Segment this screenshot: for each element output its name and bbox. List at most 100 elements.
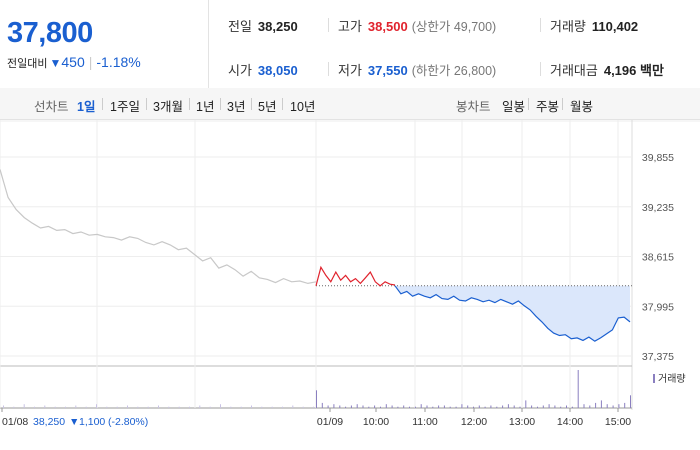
volume-bar [34, 406, 35, 408]
volume-bar [571, 406, 573, 408]
volume-bar [548, 404, 550, 408]
volume-bar [537, 406, 538, 408]
volume-bar [414, 406, 416, 408]
x-tick-label: 12:00 [461, 416, 487, 428]
y-tick-label: 37,995 [642, 301, 674, 313]
change-label: 전일대비 [7, 58, 48, 70]
volume-bar [147, 406, 149, 408]
volume-bar [316, 390, 317, 408]
divider [540, 62, 541, 76]
trade-value: 4,196 백만 [603, 63, 664, 78]
current-price-box: 37,800 전일대비 ▼450 | -1.18% [0, 0, 209, 88]
tab-divider [562, 98, 563, 110]
divider [328, 62, 329, 76]
line-chart-label: 선차트 [34, 100, 69, 114]
summary-rate: (-2.80%) [108, 416, 148, 428]
candle-daily-tab[interactable]: 일봉 [502, 100, 526, 114]
volume-bar [409, 406, 410, 408]
volume-bar [333, 404, 335, 408]
volume-bar [189, 406, 190, 408]
volume-bar [199, 405, 201, 408]
volume-bar [127, 405, 128, 408]
volume-bar [478, 405, 480, 408]
period-3m-tab[interactable]: 3개월 [153, 100, 183, 114]
volume-bar [350, 405, 352, 408]
x-tick-label: 14:00 [557, 416, 583, 428]
x-tick-label: 15:00 [605, 416, 631, 428]
volume-bar [438, 405, 440, 408]
tab-divider [220, 98, 221, 110]
volume-bar [502, 405, 504, 408]
volume-label: 거래량 [550, 19, 586, 34]
summary-change: 1,100 [79, 416, 105, 428]
x-tick-label: 11:00 [412, 416, 438, 428]
volume-bar [3, 405, 4, 408]
volume-bar [168, 406, 170, 408]
x-tick-label: 13:00 [509, 416, 535, 428]
volume-bar [385, 404, 387, 408]
volume-bar [513, 405, 515, 408]
x-tick-label: 01/09 [317, 416, 343, 428]
volume-bar [116, 406, 118, 408]
candle-chart-label: 봉차트 [456, 100, 491, 114]
volume-bar [339, 405, 341, 408]
prev-close-label: 전일 [228, 19, 252, 34]
volume-bar [443, 405, 445, 408]
volume-bar [178, 406, 180, 408]
volume-bar [75, 405, 77, 408]
volume-bar [473, 406, 474, 408]
period-3y-tab[interactable]: 3년 [227, 100, 246, 114]
period-5y-tab[interactable]: 5년 [258, 100, 277, 114]
change-amount: 450 [61, 54, 85, 70]
volume-cell: 거래량 110,402 [550, 16, 638, 35]
volume-bar [525, 400, 527, 408]
y-tick-label: 37,375 [642, 351, 674, 363]
tab-divider [528, 98, 529, 110]
period-1d-tab[interactable]: 1일 [77, 100, 96, 114]
volume-bar [461, 404, 463, 408]
high-cell: 고가 38,500 (상한가 49,700) [338, 16, 496, 35]
volume-legend: 거래량 [653, 373, 686, 385]
today-down-price-line [394, 285, 631, 342]
volume-bar [220, 404, 221, 408]
volume-bar [426, 405, 428, 408]
open-label: 시가 [228, 63, 252, 78]
tab-divider [282, 98, 283, 110]
volume-bar [566, 405, 567, 408]
volume-bar [380, 406, 381, 408]
volume-bar [345, 406, 347, 408]
volume-bar [490, 405, 492, 408]
volume-bar [251, 405, 252, 408]
volume-bar [630, 395, 631, 408]
down-triangle-icon: ▼ [49, 56, 62, 70]
prev-day-price-line [0, 169, 317, 285]
volume-bar [606, 404, 608, 408]
volume-bar [230, 406, 232, 408]
period-1w-tab[interactable]: 1주일 [110, 100, 140, 114]
volume-bar [209, 406, 211, 408]
volume-bar [327, 405, 329, 408]
price-change: 전일대비 ▼450 | -1.18% [7, 54, 141, 71]
volume-bar [96, 404, 97, 408]
divider [540, 18, 541, 32]
summary-close: 38,250 [33, 416, 65, 428]
upper-limit: (상한가 49,700) [411, 20, 497, 34]
summary-date: 01/08 [2, 416, 28, 428]
period-1y-tab[interactable]: 1년 [196, 100, 215, 114]
tab-divider [251, 98, 252, 110]
y-tick-label: 38,615 [642, 252, 674, 264]
low-cell: 저가 37,550 (하한가 26,800) [338, 60, 496, 79]
candle-monthly-tab[interactable]: 월봉 [570, 100, 594, 114]
volume-bar [612, 405, 614, 408]
volume-bar [420, 404, 422, 408]
volume-bar [23, 404, 25, 408]
tab-divider [146, 98, 147, 110]
volume-bar [240, 406, 242, 408]
volume-bar [560, 406, 562, 408]
current-price: 37,800 [7, 17, 93, 49]
candle-weekly-tab[interactable]: 주봉 [536, 100, 560, 114]
volume-bar [397, 406, 399, 408]
period-10y-tab[interactable]: 10년 [290, 100, 316, 114]
volume-bar [507, 404, 509, 408]
volume-bar [455, 406, 457, 408]
